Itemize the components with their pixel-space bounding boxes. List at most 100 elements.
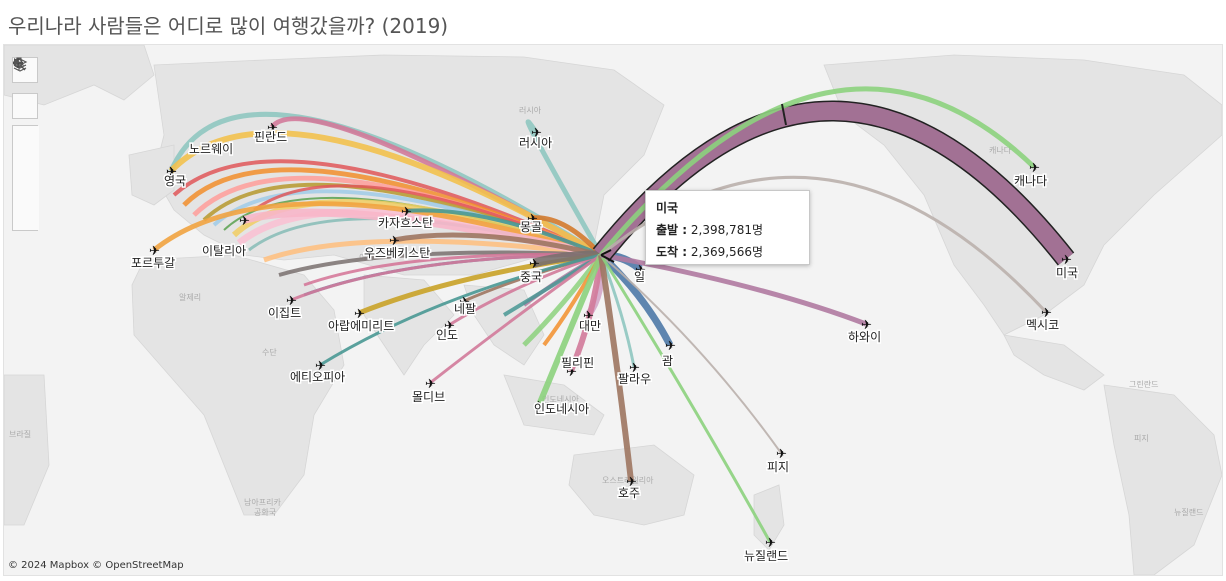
route-line[interactable] bbox=[405, 208, 602, 257]
zoom-in-button[interactable] bbox=[13, 58, 39, 152]
tooltip-arrival-label: 도착 : bbox=[656, 245, 688, 259]
airplane-icon[interactable]: ✈ bbox=[239, 214, 250, 229]
routes[interactable] bbox=[152, 86, 1075, 543]
bg-label: 브라질 bbox=[9, 430, 31, 439]
airplane-icon[interactable]: ✈ bbox=[626, 475, 637, 490]
airplane-icon[interactable]: ✈ bbox=[1041, 306, 1052, 321]
airplane-icon[interactable]: ✈ bbox=[389, 234, 400, 249]
route-line[interactable] bbox=[599, 254, 772, 543]
destination-label: 포르투갈 bbox=[131, 256, 175, 270]
route-line[interactable] bbox=[168, 130, 603, 258]
bg-label: 캐나다 bbox=[989, 146, 1012, 155]
map-attribution[interactable]: © 2024 Mapbox © OpenStreetMap bbox=[8, 560, 184, 571]
airplane-icon[interactable]: ✈ bbox=[529, 257, 540, 272]
airplane-icon[interactable]: ✈ bbox=[635, 263, 646, 278]
play-button[interactable] bbox=[13, 58, 39, 230]
bg-label: 남아프리카 bbox=[244, 497, 281, 507]
destination-label: 에티오피아 bbox=[290, 370, 345, 384]
zoom-out-button[interactable] bbox=[13, 62, 39, 178]
destination-label: 뉴질랜드 bbox=[744, 549, 788, 563]
airplane-icon[interactable]: ✈ bbox=[166, 165, 177, 180]
origin-marker bbox=[600, 249, 615, 263]
tooltip: 미국 출발 : 2,398,781명 도착 : 2,369,566명 bbox=[645, 190, 810, 265]
airplane-icon[interactable]: ✈ bbox=[765, 536, 776, 551]
airplane-icon[interactable]: ✈ bbox=[861, 318, 872, 333]
airplane-icon[interactable]: ✈ bbox=[776, 447, 787, 462]
destination-label: 핀란드 bbox=[254, 130, 287, 144]
destination-label: 중국 bbox=[520, 270, 542, 284]
bg-label: 러시아 bbox=[519, 105, 542, 115]
map-toolbar bbox=[12, 57, 40, 231]
airplane-icon[interactable]: ✈ bbox=[534, 399, 545, 414]
bg-label: 알제리 bbox=[179, 292, 201, 302]
route-line[interactable] bbox=[600, 254, 782, 454]
airplane-icon[interactable]: ✈ bbox=[566, 365, 577, 380]
destination-label: 아랍에미리트 bbox=[328, 319, 394, 333]
bg-label: 그린란드 bbox=[1129, 379, 1158, 389]
bg-label: 공화국 bbox=[254, 508, 276, 517]
route-line[interactable] bbox=[536, 253, 604, 407]
destination-label: 대만 bbox=[579, 319, 601, 333]
destination-label: 러시아 bbox=[519, 136, 552, 150]
destination-label: 노르웨이 bbox=[189, 142, 233, 156]
destination-label: 일 bbox=[634, 270, 645, 284]
destination-label: 카자흐스탄 bbox=[378, 216, 433, 230]
airplane-icon[interactable]: ✈ bbox=[444, 319, 455, 334]
route-line[interactable] bbox=[568, 254, 604, 373]
airplane-icon[interactable]: ✈ bbox=[527, 212, 538, 227]
bg-label: 인도네시아 bbox=[542, 394, 579, 404]
route-line[interactable] bbox=[448, 253, 602, 327]
destination-label: 멕시코 bbox=[1026, 318, 1059, 332]
airplane-icon[interactable]: ✈ bbox=[1029, 161, 1040, 176]
tooltip-title: 미국 bbox=[656, 201, 679, 215]
route-line[interactable] bbox=[525, 119, 604, 257]
destination-label: 피지 bbox=[767, 460, 789, 474]
pin-button[interactable] bbox=[13, 57, 39, 204]
airplane-icon[interactable]: ✈ bbox=[583, 309, 594, 324]
destination-label: 이탈리아 bbox=[202, 244, 246, 258]
destination-label: 우즈베키스탄 bbox=[364, 246, 430, 260]
map-canvas[interactable]: 러시아 이란 알제리 수단 남아프리카 공화국 브라질 오스트레일리아 인도네시… bbox=[4, 45, 1222, 575]
airplane-icon[interactable]: ✈ bbox=[401, 205, 412, 220]
destination-label: 이집트 bbox=[268, 306, 301, 320]
airplane-icon[interactable]: ✈ bbox=[267, 121, 278, 136]
tooltip-arrival-value: 2,369,566명 bbox=[690, 245, 764, 259]
airplane-icon[interactable]: ✈ bbox=[315, 359, 326, 374]
airplane-icon[interactable]: ✈ bbox=[665, 339, 676, 354]
route-segment-divider bbox=[781, 103, 787, 126]
route-line[interactable] bbox=[429, 253, 602, 385]
destination-label: 인도 bbox=[436, 328, 458, 342]
destination-label: 몽골 bbox=[520, 220, 542, 234]
route-line[interactable] bbox=[599, 86, 1036, 257]
route-line[interactable] bbox=[393, 232, 602, 258]
route-line[interactable] bbox=[152, 201, 602, 258]
land bbox=[4, 45, 1222, 575]
bg-label: 피지 bbox=[1134, 434, 1149, 443]
destination-label: 네팔 bbox=[454, 302, 476, 316]
route-line[interactable] bbox=[319, 253, 602, 367]
zoom-controls bbox=[12, 57, 39, 231]
airplane-icon[interactable]: ✈ bbox=[629, 361, 640, 376]
airplane-icon[interactable]: ✈ bbox=[354, 307, 365, 322]
destination-label: 인도네시아 bbox=[534, 402, 589, 416]
airplane-icon[interactable]: ✈ bbox=[166, 165, 177, 180]
tooltip-arrival-row: 도착 : 2,369,566명 bbox=[656, 243, 799, 260]
airplane-icon[interactable]: ✈ bbox=[149, 244, 160, 259]
destination-label: 괌 bbox=[662, 354, 673, 368]
airplane-icon[interactable]: ✈ bbox=[459, 295, 470, 310]
airplane-icon[interactable]: ✈ bbox=[286, 294, 297, 309]
route-line[interactable] bbox=[532, 250, 602, 268]
destination-label: 호주 bbox=[618, 486, 640, 500]
airplane-icon[interactable]: ✈ bbox=[531, 126, 542, 141]
layers-button[interactable] bbox=[12, 58, 38, 119]
route-line[interactable] bbox=[600, 252, 867, 327]
map[interactable]: 러시아 이란 알제리 수단 남아프리카 공화국 브라질 오스트레일리아 인도네시… bbox=[3, 44, 1223, 576]
route-line[interactable] bbox=[598, 254, 634, 482]
destination-label: 캐나다 bbox=[1014, 174, 1047, 188]
tooltip-departure-row: 출발 : 2,398,781명 bbox=[656, 221, 799, 238]
destination-label: 몰디브 bbox=[412, 390, 445, 404]
airplane-icon[interactable]: ✈ bbox=[425, 377, 436, 392]
destination-label: 필리핀 bbox=[561, 356, 594, 370]
airplane-icon[interactable]: ✈ bbox=[1061, 253, 1072, 268]
